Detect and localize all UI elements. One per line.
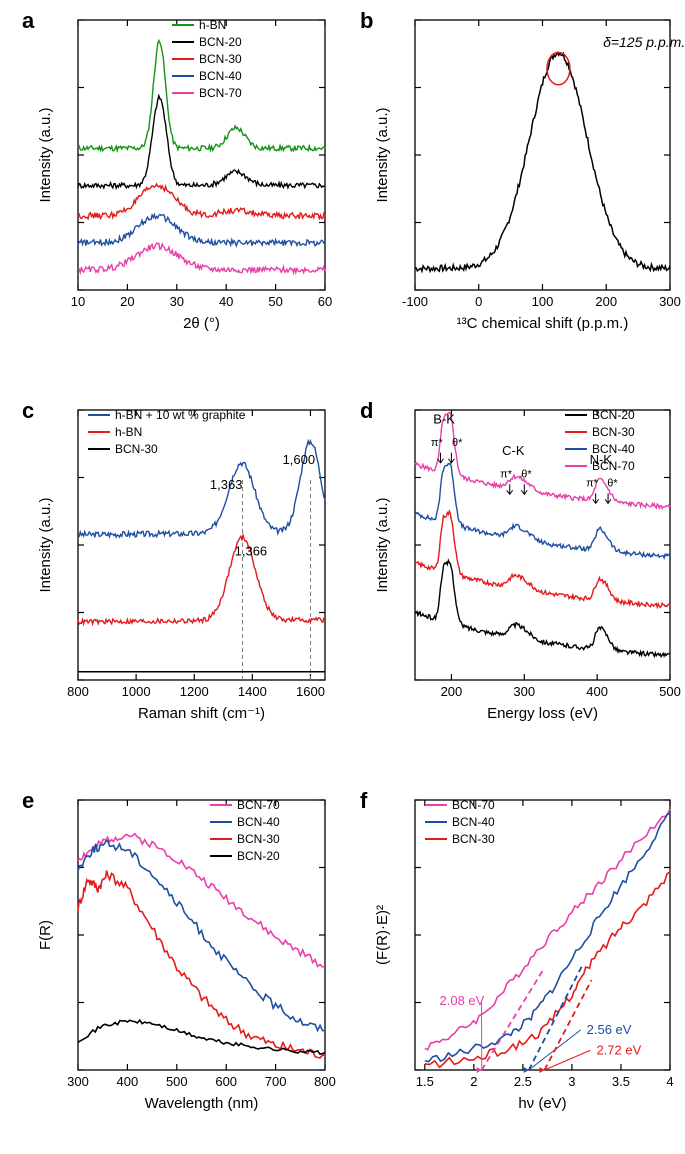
- svg-text:40: 40: [219, 294, 233, 309]
- panel-label-f: f: [360, 788, 367, 814]
- svg-text:1600: 1600: [296, 684, 325, 699]
- svg-text:Wavelength (nm): Wavelength (nm): [145, 1095, 259, 1112]
- svg-text:2: 2: [470, 1074, 477, 1089]
- svg-text:1,600: 1,600: [283, 452, 316, 467]
- svg-text:Intensity (a.u.): Intensity (a.u.): [37, 497, 54, 592]
- svg-text:400: 400: [117, 1074, 139, 1089]
- svg-text:50: 50: [268, 294, 282, 309]
- svg-text:BCN-30: BCN-30: [237, 832, 280, 846]
- svg-text:π*: π*: [500, 469, 513, 481]
- svg-text:2θ (°): 2θ (°): [183, 315, 220, 332]
- svg-text:π*: π*: [431, 437, 444, 449]
- svg-text:400: 400: [586, 684, 608, 699]
- svg-text:BCN-20: BCN-20: [237, 849, 280, 863]
- panel-label-d: d: [360, 398, 373, 424]
- svg-text:BCN-20: BCN-20: [592, 408, 635, 422]
- svg-text:500: 500: [659, 684, 681, 699]
- svg-text:1000: 1000: [122, 684, 151, 699]
- svg-text:1.5: 1.5: [416, 1074, 434, 1089]
- svg-text:θ*: θ*: [607, 478, 618, 490]
- svg-text:2.08 eV: 2.08 eV: [440, 993, 485, 1008]
- svg-text:2.56 eV: 2.56 eV: [587, 1022, 632, 1037]
- svg-text:BCN-40: BCN-40: [452, 815, 495, 829]
- figure-canvas: 1020304050602θ (°)Intensity (a.u.)h-BNBC…: [0, 0, 685, 1154]
- svg-text:BCN-40: BCN-40: [237, 815, 280, 829]
- svg-text:BCN-30: BCN-30: [115, 442, 158, 456]
- svg-text:h-BN: h-BN: [199, 18, 226, 32]
- svg-text:BCN-70: BCN-70: [452, 798, 495, 812]
- svg-text:B-K: B-K: [433, 412, 455, 427]
- svg-text:BCN-30: BCN-30: [199, 52, 242, 66]
- svg-text:30: 30: [170, 294, 184, 309]
- svg-text:500: 500: [166, 1074, 188, 1089]
- svg-text:N-K: N-K: [590, 452, 613, 467]
- panel-label-b: b: [360, 8, 373, 34]
- svg-text:2.72 eV: 2.72 eV: [596, 1042, 641, 1057]
- svg-text:4: 4: [666, 1074, 673, 1089]
- svg-text:1400: 1400: [238, 684, 267, 699]
- svg-text:BCN-30: BCN-30: [452, 832, 495, 846]
- svg-text:300: 300: [67, 1074, 89, 1089]
- svg-text:BCN-40: BCN-40: [199, 69, 242, 83]
- svg-text:200: 200: [441, 684, 463, 699]
- svg-text:BCN-70: BCN-70: [199, 86, 242, 100]
- svg-text:1,363: 1,363: [210, 477, 243, 492]
- svg-text:BCN-20: BCN-20: [199, 35, 242, 49]
- svg-text:1200: 1200: [180, 684, 209, 699]
- svg-text:20: 20: [120, 294, 134, 309]
- svg-text:3.5: 3.5: [612, 1074, 630, 1089]
- svg-text:BCN-70: BCN-70: [237, 798, 280, 812]
- svg-text:800: 800: [314, 1074, 336, 1089]
- svg-text:-100: -100: [402, 294, 428, 309]
- svg-text:200: 200: [595, 294, 617, 309]
- svg-text:(F(R)·E)²: (F(R)·E)²: [374, 905, 391, 965]
- svg-text:600: 600: [215, 1074, 237, 1089]
- svg-text:C-K: C-K: [502, 443, 525, 458]
- svg-text:0: 0: [475, 294, 482, 309]
- svg-text:¹³C chemical shift (p.p.m.): ¹³C chemical shift (p.p.m.): [457, 315, 629, 332]
- svg-text:60: 60: [318, 294, 332, 309]
- svg-text:1,366: 1,366: [235, 543, 268, 558]
- panel-label-c: c: [22, 398, 34, 424]
- svg-text:Raman shift (cm⁻¹): Raman shift (cm⁻¹): [138, 705, 265, 722]
- svg-text:10: 10: [71, 294, 85, 309]
- svg-text:π*: π*: [586, 478, 599, 490]
- svg-text:Intensity (a.u.): Intensity (a.u.): [37, 107, 54, 202]
- svg-text:2.5: 2.5: [514, 1074, 532, 1089]
- svg-text:3: 3: [568, 1074, 575, 1089]
- svg-text:F(R): F(R): [37, 920, 54, 950]
- svg-text:δ=125 p.p.m.: δ=125 p.p.m.: [603, 34, 685, 50]
- svg-text:Intensity (a.u.): Intensity (a.u.): [374, 107, 391, 202]
- svg-text:700: 700: [265, 1074, 287, 1089]
- svg-text:θ*: θ*: [452, 437, 463, 449]
- panel-label-a: a: [22, 8, 34, 34]
- svg-text:BCN-30: BCN-30: [592, 425, 635, 439]
- panel-label-e: e: [22, 788, 34, 814]
- svg-text:hν (eV): hν (eV): [518, 1095, 566, 1112]
- svg-text:Energy loss (eV): Energy loss (eV): [487, 705, 598, 722]
- svg-text:800: 800: [67, 684, 89, 699]
- svg-text:100: 100: [532, 294, 554, 309]
- svg-text:300: 300: [659, 294, 681, 309]
- svg-text:300: 300: [513, 684, 535, 699]
- svg-text:h-BN + 10 wt % graphite: h-BN + 10 wt % graphite: [115, 408, 246, 422]
- svg-text:θ*: θ*: [521, 469, 532, 481]
- svg-text:Intensity (a.u.): Intensity (a.u.): [374, 497, 391, 592]
- svg-text:h-BN: h-BN: [115, 425, 142, 439]
